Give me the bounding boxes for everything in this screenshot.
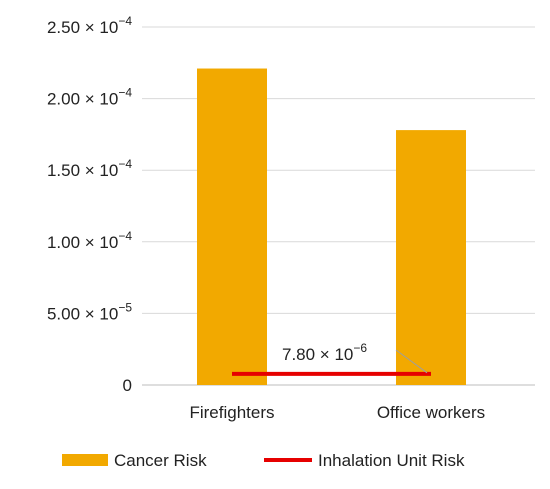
y-tick-label: 2.00 × 10−4	[47, 86, 132, 109]
y-tick-label: 1.00 × 10−4	[47, 229, 132, 252]
y-axis-ticks: 0 5.00 × 10−5 1.00 × 10−4 1.50 × 10−4 2.00 ×…	[47, 14, 132, 395]
annotation-label: 7.80 × 10−6	[282, 341, 367, 364]
annotation-leader-line	[395, 349, 428, 374]
legend-swatch-cancer-risk	[62, 454, 108, 466]
y-tick-label: 2.50 × 10−4	[47, 14, 132, 37]
bar-firefighters	[197, 68, 267, 385]
legend: Cancer Risk Inhalation Unit Risk	[62, 451, 465, 470]
legend-label: Cancer Risk	[114, 451, 207, 470]
x-tick-label: Office workers	[377, 403, 485, 422]
annotation: 7.80 × 10−6	[282, 341, 428, 374]
x-axis-labels: Firefighters Office workers	[189, 403, 485, 422]
x-tick-label: Firefighters	[189, 403, 274, 422]
y-tick-label: 5.00 × 10−5	[47, 300, 132, 323]
bar-office-workers	[396, 130, 466, 385]
y-tick-label: 1.50 × 10−4	[47, 157, 132, 180]
legend-label: Inhalation Unit Risk	[318, 451, 465, 470]
bars	[197, 68, 466, 385]
y-tick-label: 0	[123, 376, 132, 395]
